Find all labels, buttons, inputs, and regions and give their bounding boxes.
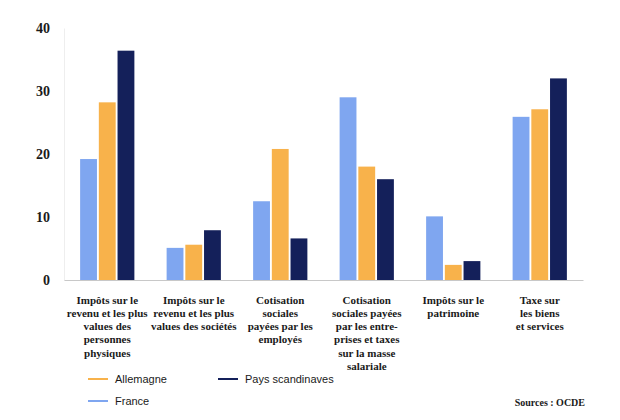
chart: 010203040Impôts sur lerevenu et les plus… [0,0,620,420]
x-tick: Cotisationsocialespayées par lesemployés [248,280,314,345]
legend-label: Allemagne [115,373,167,385]
x-tick-label: Taxe surles bienset services [516,294,565,332]
series [99,102,548,280]
bar [291,238,308,280]
x-tick-label-line: values des sociétés [151,320,237,332]
bar [550,78,567,280]
x-tick-label-line: prises et taxes [334,333,400,345]
x-axis: Impôts sur lerevenu et les plusvalues de… [65,280,584,372]
bar [340,97,357,280]
x-tick-label-line: revenu et les plus [153,307,234,319]
x-tick-label-line: patrimoine [427,307,479,319]
bar [253,201,270,280]
y-tick-label: 40 [36,21,50,36]
x-tick-label: Impôts sur lepatrimoine [422,294,484,319]
y-tick: 10 [36,210,64,225]
x-tick: Cotisationsociales payéespar les entre-p… [332,280,402,372]
legend-label: Pays scandinaves [245,373,334,385]
x-tick-label-line: sur la masse [338,347,395,359]
bar [80,159,97,280]
y-axis-line [64,29,65,281]
legend-item: Allemagne [88,373,167,385]
y-tick: 40 [36,21,64,36]
x-tick-label: Cotisationsocialespayées par lesemployés [248,294,314,346]
x-tick-label-line: Taxe sur [520,294,560,306]
x-tick-label-line: Impôts sur le [422,294,484,306]
y-tick-label: 20 [36,147,50,162]
x-tick-label-line: revenu et les plus [67,307,148,319]
bar [445,265,462,280]
x-tick-label-line: Impôts sur le [163,294,225,306]
x-tick: Taxe surles bienset services [516,280,565,332]
legend: Allemagne Pays scandinaves France [88,373,334,407]
bar [377,179,394,280]
x-tick-label-line: employés [259,333,303,345]
x-tick-label-line: sociales [263,307,299,319]
x-tick-label-line: Cotisation [256,294,304,306]
bars [80,51,567,280]
y-tick: 20 [36,147,64,162]
x-tick-label-line: physiques [84,347,131,359]
legend-item: France [88,395,149,407]
bar [513,117,530,280]
x-tick-label-line: Impôts sur le [76,294,138,306]
x-tick-label-line: salariale [347,360,387,372]
x-tick: Impôts sur lerevenu et les plusvalues de… [151,280,237,332]
legend-swatch [88,378,108,380]
y-axis: 0 10 20 30 40 [36,21,65,288]
source: Sources : OCDE [515,397,586,408]
bar [358,167,375,280]
bar [167,248,184,280]
x-tick-label: Impôts sur lerevenu et les plusvalues de… [151,294,237,332]
bar [426,216,443,280]
bar [185,245,202,280]
bar [118,51,135,280]
x-tick: Impôts sur lepatrimoine [422,280,484,319]
x-tick-label-line: payées par les [248,320,314,332]
x-tick-label-line: sociales payées [332,307,402,319]
x-tick-label-line: les biens [520,307,560,319]
x-tick-label-line: Cotisation [343,294,391,306]
x-tick: Impôts sur lerevenu et les plusvalues de… [67,280,148,359]
series [80,97,529,280]
x-tick-label-line: par les entre- [336,320,398,332]
legend-swatch [218,378,238,380]
x-tick-label-line: personnes [84,333,132,345]
y-tick-label: 30 [36,84,50,99]
bar [531,109,548,280]
x-axis-line [65,280,584,281]
x-tick-label-line: et services [516,320,565,332]
x-tick-label: Cotisationsociales payéespar les entre-p… [332,294,402,372]
legend-swatch [88,400,108,402]
bar [464,261,481,280]
y-tick-label: 0 [43,273,50,288]
x-tick-label-line: values des [84,320,132,332]
y-tick-label: 10 [36,210,50,225]
legend-item: Pays scandinaves [218,373,334,385]
y-tick: 0 [43,273,64,288]
bar [204,230,221,280]
bar [99,102,116,280]
y-tick: 30 [36,84,64,99]
x-tick-label: Impôts sur lerevenu et les plusvalues de… [67,294,148,359]
bar [272,149,289,280]
legend-label: France [115,395,149,407]
series [118,51,567,280]
